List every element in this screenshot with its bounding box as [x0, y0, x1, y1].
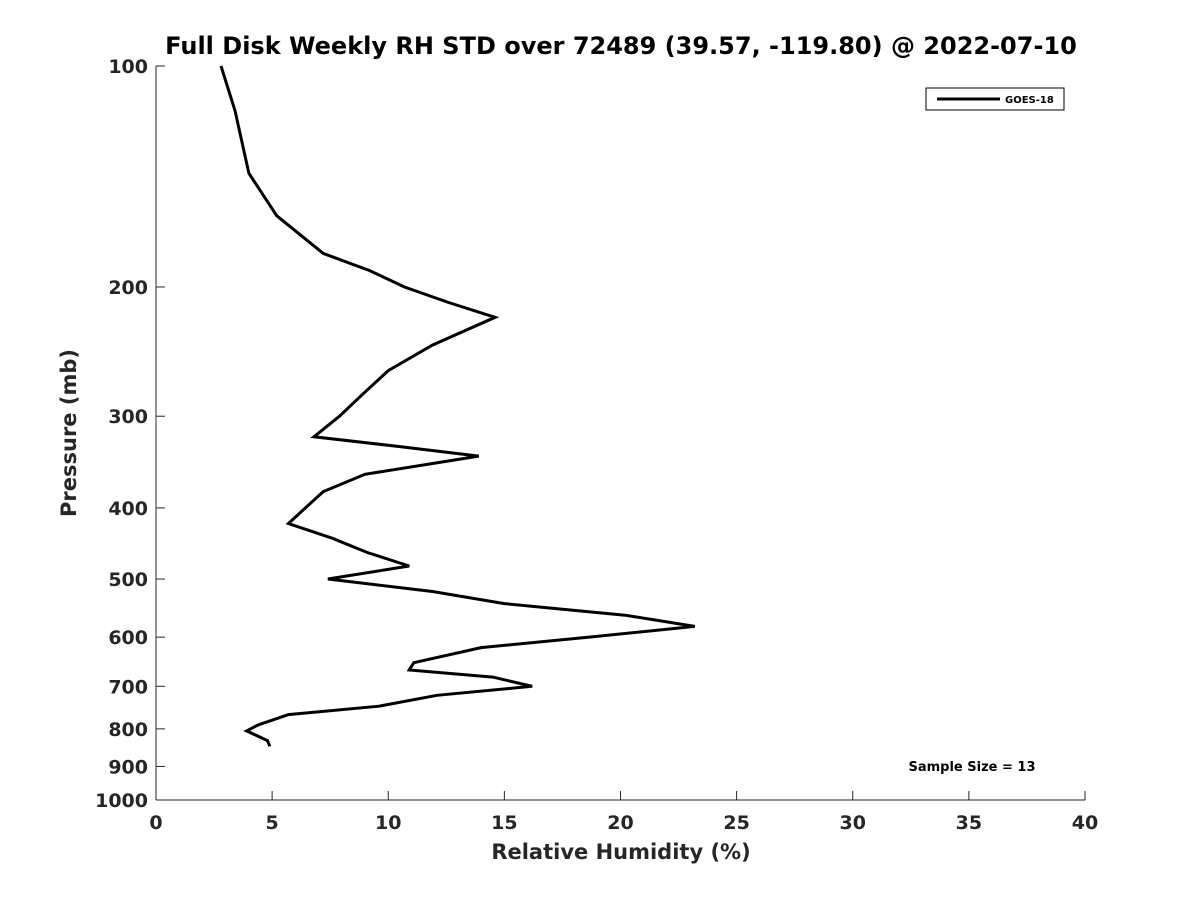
x-tick-label: 30: [840, 812, 866, 834]
x-tick-label: 10: [375, 812, 401, 834]
series-line-goes-18: [219, 65, 696, 747]
y-tick-label: 600: [108, 627, 148, 649]
y-tick-label: 400: [108, 498, 148, 520]
series-layer: [219, 65, 696, 747]
x-tick-label: 20: [607, 812, 633, 834]
y-tick-label: 700: [108, 676, 148, 698]
y-tick-label: 500: [108, 569, 148, 591]
chart-title: Full Disk Weekly RH STD over 72489 (39.5…: [165, 32, 1077, 60]
y-tick-label: 300: [108, 406, 148, 428]
y-tick-label: 200: [108, 277, 148, 299]
x-axis-label: Relative Humidity (%): [491, 840, 750, 864]
y-axis-label: Pressure (mb): [57, 349, 81, 517]
x-tick-label: 35: [956, 812, 982, 834]
sample-size-annotation: Sample Size = 13: [908, 760, 1035, 775]
x-tick-label: 15: [491, 812, 517, 834]
x-tick-label: 25: [723, 812, 749, 834]
x-axis-ticks: 0 5 10 15 20 25 30 35 40: [149, 791, 1098, 834]
y-tick-label: 800: [108, 719, 148, 741]
x-tick-label: 5: [266, 812, 279, 834]
x-tick-label: 0: [149, 812, 162, 834]
y-axis-ticks: 100 200 300 400 500 600 700 800 900 1000: [95, 56, 165, 812]
axes: [155, 66, 1085, 801]
legend-label-goes-18: GOES-18: [1005, 95, 1054, 106]
x-tick-label: 40: [1072, 812, 1098, 834]
legend: GOES-18: [925, 87, 1065, 111]
y-tick-label: 100: [108, 56, 148, 78]
y-tick-label: 1000: [95, 790, 148, 812]
y-tick-label: 900: [108, 756, 148, 778]
